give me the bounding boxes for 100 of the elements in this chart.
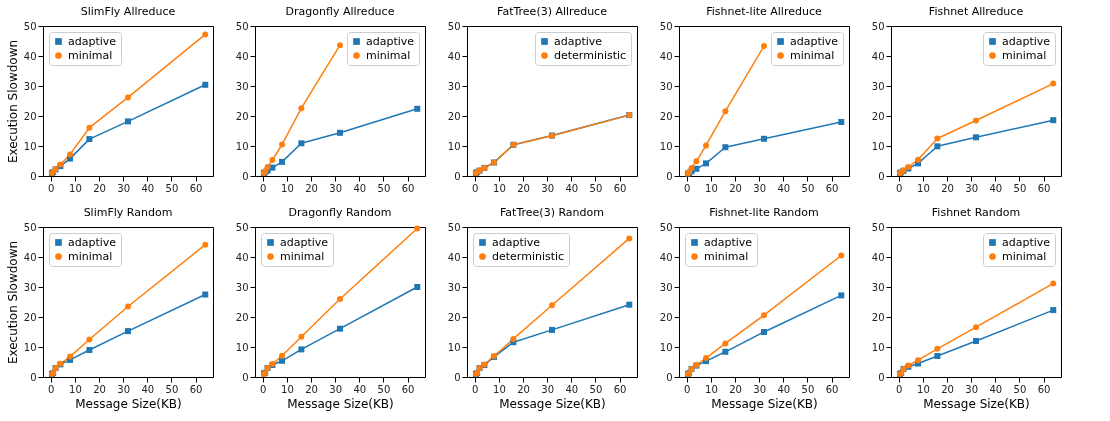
y-tick-label: 10 bbox=[871, 140, 885, 152]
x-tick-label: 60 bbox=[825, 383, 839, 395]
legend-label: adaptive bbox=[280, 235, 329, 249]
legend-label: minimal bbox=[704, 249, 749, 263]
x-tick-label: 50 bbox=[1013, 383, 1027, 395]
x-tick-label: 10 bbox=[281, 182, 294, 194]
x-tick-label: 60 bbox=[401, 383, 415, 395]
x-tick-label: 50 bbox=[165, 383, 179, 395]
x-tick-label: 50 bbox=[801, 182, 815, 194]
x-tick-label: 40 bbox=[141, 182, 155, 194]
y-tick-label: 10 bbox=[23, 341, 37, 353]
x-tick-label: 0 bbox=[684, 182, 691, 194]
x-tick-label: 30 bbox=[329, 182, 343, 194]
x-axis-title: Message Size(KB) bbox=[923, 396, 1030, 411]
y-tick-label: 40 bbox=[659, 50, 673, 62]
x-tick-label: 30 bbox=[541, 383, 555, 395]
y-tick-label: 30 bbox=[871, 281, 885, 293]
legend-label: deterministic bbox=[492, 249, 565, 263]
legend-label: deterministic bbox=[554, 48, 627, 62]
x-tick-label: 30 bbox=[329, 383, 343, 395]
chart-title: Fishnet Random bbox=[931, 206, 1021, 219]
y-tick-label: 0 bbox=[878, 371, 885, 383]
x-tick-label: 20 bbox=[305, 383, 318, 395]
chart-title: Fishnet Allreduce bbox=[928, 5, 1024, 18]
y-tick-label: 10 bbox=[659, 140, 673, 152]
y-tick-label: 0 bbox=[242, 170, 249, 182]
y-tick-label: 50 bbox=[659, 20, 673, 32]
legend-label: minimal bbox=[68, 48, 113, 62]
y-tick-label: 50 bbox=[447, 20, 461, 32]
y-axis-title: Execution Slowdown bbox=[5, 39, 20, 164]
x-axis-title: Message Size(KB) bbox=[499, 396, 606, 411]
chart-title: Fishnet-lite Random bbox=[709, 206, 819, 219]
y-tick-label: 30 bbox=[235, 80, 249, 92]
x-tick-label: 60 bbox=[613, 182, 627, 194]
x-tick-label: 10 bbox=[281, 383, 294, 395]
x-tick-label: 30 bbox=[753, 383, 767, 395]
legend-label: adaptive bbox=[1002, 235, 1051, 249]
x-tick-label: 0 bbox=[472, 182, 479, 194]
x-tick-label: 10 bbox=[917, 182, 930, 194]
x-tick-label: 40 bbox=[565, 182, 579, 194]
x-tick-label: 0 bbox=[896, 182, 903, 194]
legend-label: adaptive bbox=[1002, 34, 1051, 48]
x-tick-label: 40 bbox=[353, 182, 367, 194]
y-tick-label: 50 bbox=[871, 221, 885, 233]
x-tick-label: 30 bbox=[965, 383, 979, 395]
chart-title: FatTree(3) Random bbox=[500, 206, 604, 219]
y-tick-label: 20 bbox=[871, 110, 885, 122]
chart-title: Dragonfly Random bbox=[288, 206, 392, 219]
x-tick-label: 0 bbox=[48, 383, 55, 395]
y-tick-label: 30 bbox=[659, 281, 673, 293]
x-tick-label: 60 bbox=[1037, 383, 1051, 395]
x-tick-label: 50 bbox=[165, 182, 179, 194]
x-tick-label: 60 bbox=[401, 182, 415, 194]
y-tick-label: 30 bbox=[23, 281, 37, 293]
x-tick-label: 20 bbox=[729, 182, 742, 194]
y-tick-label: 30 bbox=[23, 80, 37, 92]
x-tick-label: 60 bbox=[189, 383, 203, 395]
legend-label: minimal bbox=[366, 48, 411, 62]
legend-label: minimal bbox=[280, 249, 325, 263]
x-tick-label: 50 bbox=[377, 182, 391, 194]
x-tick-label: 0 bbox=[684, 383, 691, 395]
y-tick-label: 40 bbox=[871, 251, 885, 263]
chart-title: SlimFly Random bbox=[83, 206, 173, 219]
x-tick-label: 0 bbox=[472, 383, 479, 395]
y-tick-label: 20 bbox=[659, 110, 673, 122]
x-tick-label: 30 bbox=[541, 182, 555, 194]
x-tick-label: 20 bbox=[941, 383, 954, 395]
x-tick-label: 40 bbox=[989, 182, 1003, 194]
x-tick-label: 60 bbox=[189, 182, 203, 194]
x-tick-label: 40 bbox=[565, 383, 579, 395]
y-tick-label: 0 bbox=[666, 371, 673, 383]
x-tick-label: 20 bbox=[729, 383, 742, 395]
x-tick-label: 20 bbox=[517, 383, 530, 395]
x-tick-label: 10 bbox=[917, 383, 930, 395]
legend-label: adaptive bbox=[554, 34, 603, 48]
x-tick-label: 40 bbox=[989, 383, 1003, 395]
y-tick-label: 50 bbox=[23, 20, 37, 32]
y-tick-label: 30 bbox=[871, 80, 885, 92]
legend-label: adaptive bbox=[704, 235, 753, 249]
x-tick-label: 10 bbox=[493, 182, 506, 194]
x-tick-label: 0 bbox=[260, 383, 267, 395]
x-tick-label: 10 bbox=[69, 182, 82, 194]
x-tick-label: 0 bbox=[260, 182, 267, 194]
y-tick-label: 10 bbox=[23, 140, 37, 152]
legend-label: minimal bbox=[790, 48, 835, 62]
y-tick-label: 40 bbox=[871, 50, 885, 62]
chart-title: SlimFly Allreduce bbox=[80, 5, 176, 18]
y-tick-label: 40 bbox=[235, 50, 249, 62]
legend-label: adaptive bbox=[790, 34, 839, 48]
y-tick-label: 20 bbox=[447, 110, 461, 122]
legend-label: minimal bbox=[1002, 48, 1047, 62]
y-tick-label: 30 bbox=[235, 281, 249, 293]
y-tick-label: 10 bbox=[659, 341, 673, 353]
legend-label: minimal bbox=[1002, 249, 1047, 263]
x-tick-label: 20 bbox=[305, 182, 318, 194]
y-tick-label: 50 bbox=[235, 221, 249, 233]
y-tick-label: 40 bbox=[447, 50, 461, 62]
x-tick-label: 40 bbox=[777, 182, 791, 194]
y-tick-label: 0 bbox=[30, 170, 37, 182]
y-axis-title: Execution Slowdown bbox=[5, 240, 20, 365]
